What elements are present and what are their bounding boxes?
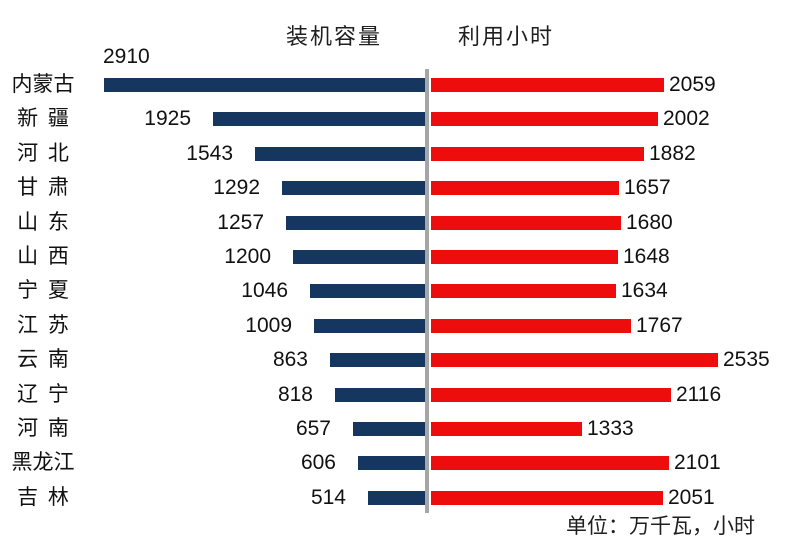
hours-bar bbox=[431, 78, 664, 92]
category-label: 山 东 bbox=[17, 210, 69, 234]
series-title-utilization-hours: 利用小时 bbox=[458, 24, 555, 49]
series-title-installed-capacity: 装机容量 bbox=[286, 24, 383, 49]
capacity-bar bbox=[255, 146, 425, 161]
hours-bar bbox=[431, 215, 621, 230]
category-label: 江 苏 bbox=[17, 313, 69, 337]
hours-value: 1634 bbox=[621, 279, 668, 303]
capacity-bar bbox=[314, 318, 425, 333]
capacity-value: 1046 bbox=[241, 279, 288, 303]
category-label: 辽 宁 bbox=[17, 382, 69, 406]
category-label: 河 南 bbox=[17, 417, 69, 440]
capacity-value: 863 bbox=[272, 348, 308, 372]
capacity-value: 1925 bbox=[144, 107, 191, 131]
capacity-value: 1543 bbox=[186, 141, 233, 165]
capacity-value: 818 bbox=[277, 382, 313, 406]
capacity-value: 2910 bbox=[103, 45, 150, 68]
center-axis-line bbox=[425, 69, 429, 513]
hours-value: 2051 bbox=[668, 485, 715, 509]
hours-bar bbox=[431, 387, 671, 402]
capacity-bar bbox=[293, 250, 425, 264]
capacity-bar bbox=[286, 215, 425, 230]
capacity-bar bbox=[368, 490, 425, 505]
category-label: 宁 夏 bbox=[17, 279, 69, 303]
hours-bar bbox=[431, 456, 669, 471]
capacity-bar bbox=[353, 422, 425, 436]
hours-value: 1882 bbox=[649, 141, 696, 165]
capacity-bar bbox=[282, 181, 425, 196]
hours-value: 2101 bbox=[674, 451, 721, 475]
category-label: 新 疆 bbox=[17, 107, 69, 131]
capacity-value: 606 bbox=[300, 451, 336, 475]
hours-value: 1333 bbox=[587, 417, 634, 440]
hours-value: 1680 bbox=[626, 210, 673, 234]
category-label: 黑龙江 bbox=[11, 451, 75, 475]
capacity-value: 514 bbox=[310, 485, 346, 509]
capacity-bar bbox=[358, 456, 425, 471]
capacity-bar bbox=[310, 284, 425, 299]
hours-value: 2059 bbox=[669, 73, 716, 96]
hours-bar bbox=[431, 353, 718, 368]
hours-bar bbox=[431, 318, 631, 333]
capacity-value: 1009 bbox=[245, 313, 292, 337]
category-label: 内蒙古 bbox=[11, 73, 75, 96]
category-label: 河 北 bbox=[17, 141, 69, 165]
hours-value: 1648 bbox=[623, 245, 670, 268]
hours-value: 1767 bbox=[636, 313, 683, 337]
hours-bar bbox=[431, 112, 658, 127]
hours-bar bbox=[431, 422, 582, 436]
hours-value: 1657 bbox=[624, 176, 671, 200]
capacity-value: 657 bbox=[295, 417, 331, 440]
category-label: 吉 林 bbox=[17, 485, 69, 509]
hours-bar bbox=[431, 181, 619, 196]
hours-value: 2116 bbox=[676, 382, 722, 406]
hours-bar bbox=[431, 250, 618, 264]
capacity-value: 1292 bbox=[213, 176, 260, 200]
unit-note: 单位：万千瓦，小时 bbox=[566, 515, 755, 538]
hours-bar bbox=[431, 146, 644, 161]
hours-value: 2002 bbox=[663, 107, 710, 131]
hours-bar bbox=[431, 284, 616, 299]
hours-value: 2535 bbox=[723, 348, 770, 372]
hours-bar bbox=[431, 490, 663, 505]
capacity-bar bbox=[335, 387, 425, 402]
category-label: 云 南 bbox=[17, 348, 69, 372]
capacity-bar bbox=[213, 112, 425, 127]
category-label: 山 西 bbox=[17, 245, 69, 268]
category-label: 甘 肃 bbox=[17, 176, 69, 200]
capacity-bar bbox=[330, 353, 425, 368]
capacity-bar bbox=[104, 78, 425, 92]
capacity-value: 1200 bbox=[224, 245, 271, 268]
capacity-value: 1257 bbox=[217, 210, 264, 234]
